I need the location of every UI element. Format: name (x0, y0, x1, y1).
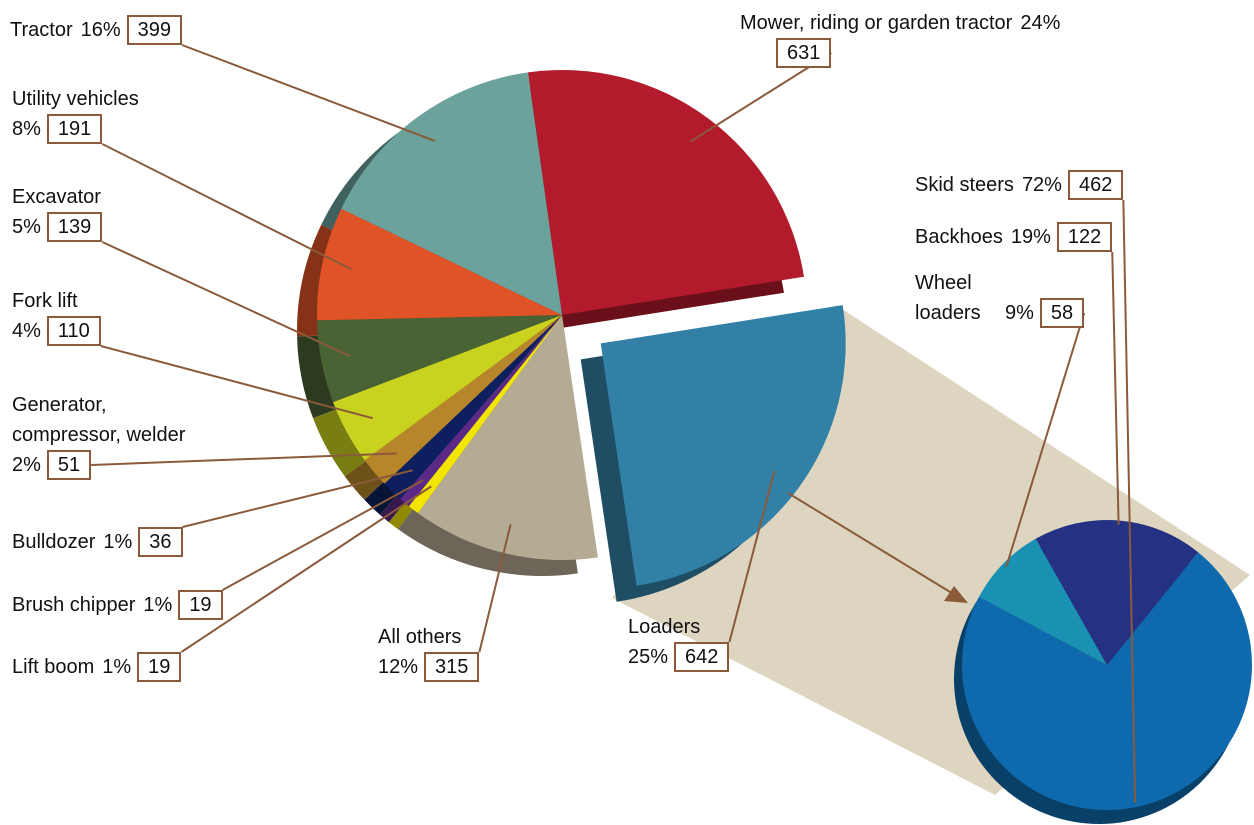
slice (317, 208, 562, 321)
count-box: 36 (138, 527, 183, 557)
category-name: Backhoes (915, 226, 1003, 248)
slice-label: Skid steers 72% 462 (915, 170, 1124, 200)
slice (962, 552, 1252, 811)
percent-label: 1% (102, 656, 132, 678)
count-box: 58 (1039, 298, 1085, 328)
percent-label: 1% (143, 594, 173, 616)
slice (600, 305, 846, 586)
leader-line (478, 524, 512, 653)
count-box: 19 (178, 590, 223, 620)
slice-label: Bulldozer 1% 36 (12, 527, 183, 557)
slice (384, 315, 562, 499)
slice (333, 315, 562, 461)
arrow-head (944, 586, 968, 603)
slice-label: Mower, riding or garden tractor 24% 631 (740, 8, 1066, 68)
count-box: 191 (46, 114, 103, 144)
percent-label: 25% (628, 646, 669, 668)
slice-label: Utility vehicles 8% 191 (12, 84, 139, 144)
count-box: 315 (424, 652, 480, 682)
category-name: Brush chipper (12, 594, 136, 616)
leader-line (101, 143, 352, 271)
slice (341, 72, 562, 315)
pies (296, 70, 1252, 825)
slice-label: Excavator 5% 139 (12, 182, 103, 242)
count-box: 19 (137, 652, 182, 682)
slice (364, 315, 562, 484)
count-box: 631 (776, 38, 832, 68)
percent-label: 2% (12, 454, 41, 476)
count-box: 462 (1067, 170, 1124, 200)
arrow-line (787, 492, 956, 596)
percent-label: 16% (80, 19, 121, 41)
category-name: Tractor (10, 19, 73, 41)
leader-line (1111, 251, 1120, 525)
leader-line (182, 469, 413, 528)
slice-label: Backhoes 19% 122 (915, 222, 1113, 252)
slice (400, 315, 562, 507)
category-name: Utility vehicles (12, 88, 139, 110)
leader-line (100, 345, 373, 420)
count-box: 110 (46, 316, 101, 346)
slice-label: Brush chipper 1% 19 (12, 590, 223, 620)
leader-line (181, 44, 436, 142)
slice (527, 70, 804, 315)
category-name: Wheel loaders (915, 272, 981, 324)
leader-line (91, 452, 397, 466)
slice-label: Generator, compressor, welder 2% 51 (12, 390, 212, 480)
slice-label: Loaders 25% 642 (628, 612, 730, 672)
category-name: Excavator (12, 186, 101, 208)
leader-line (728, 470, 776, 643)
category-name: Loaders (628, 616, 701, 638)
percent-label: 9% (1005, 302, 1034, 324)
slice (417, 315, 598, 560)
leader-line (180, 485, 432, 653)
category-name: Lift boom (12, 656, 95, 678)
category-name: Generator, compressor, welder (12, 394, 186, 446)
leader-line (101, 241, 351, 358)
percent-label: 1% (103, 531, 133, 553)
slice-label: Wheel loaders 9% 58 (915, 268, 1085, 328)
category-name: Mower, riding or garden tractor (740, 12, 1013, 34)
leader-line (1005, 312, 1086, 568)
slice (978, 538, 1107, 665)
slice (408, 315, 562, 514)
category-name: All others (378, 626, 462, 648)
percent-label: 5% (12, 216, 41, 238)
slice (1035, 520, 1199, 665)
leader-line (222, 479, 424, 591)
count-box: 139 (46, 212, 103, 242)
leader-lines (91, 44, 1137, 803)
category-name: Bulldozer (12, 531, 96, 553)
percent-label: 19% (1010, 226, 1051, 248)
category-name: Fork lift (12, 290, 78, 312)
count-box: 122 (1056, 222, 1113, 252)
slice-label: Fork lift 4% 110 (12, 286, 101, 346)
percent-label: 8% (12, 118, 41, 140)
slice (317, 315, 562, 403)
count-box: 51 (46, 450, 92, 480)
percent-label: 4% (12, 320, 41, 342)
count-box: 399 (126, 15, 183, 45)
percent-label: 24% (1020, 12, 1061, 34)
count-box: 642 (674, 642, 730, 672)
slice-label: Tractor 16% 399 (10, 15, 183, 45)
leader-line (1122, 199, 1137, 803)
slice-label: Lift boom 1% 19 (12, 652, 182, 682)
slice-label: All others 12% 315 (378, 622, 480, 682)
percent-label: 72% (1021, 174, 1062, 196)
category-name: Skid steers (915, 174, 1014, 196)
percent-label: 12% (378, 656, 419, 678)
